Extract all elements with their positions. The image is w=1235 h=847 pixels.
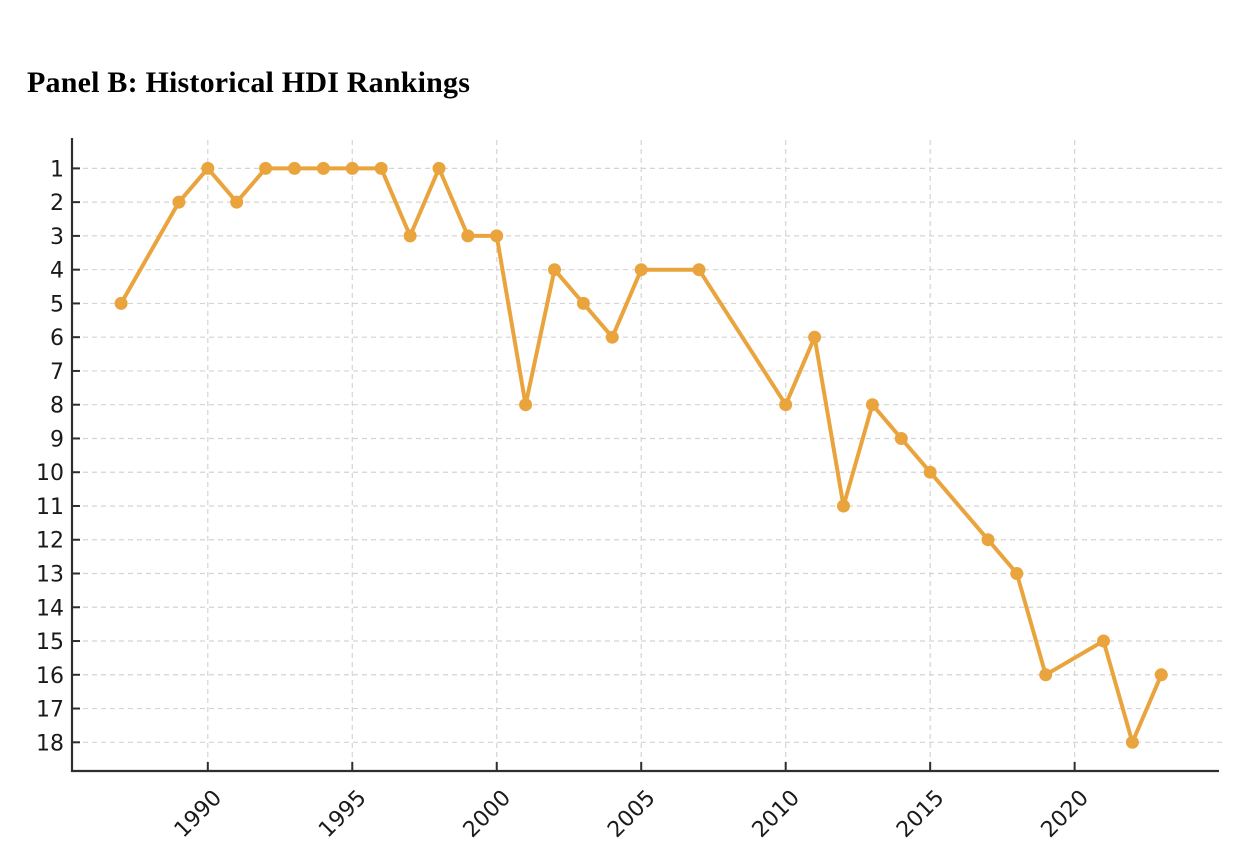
data-point-2010 [779,398,793,412]
x-tick-label: 2000 [459,786,516,843]
data-point-1997 [403,229,417,243]
y-tick-label: 13 [36,563,64,588]
data-point-2014 [894,432,908,445]
data-point-2003 [576,296,590,310]
data-point-2022 [1125,735,1139,749]
y-tick-label: 1 [50,157,64,182]
data-point-2000 [490,229,504,243]
data-point-2002 [548,263,561,277]
data-point-1987 [114,296,128,310]
y-tick-label: 8 [50,394,64,419]
data-point-2011 [808,330,822,344]
data-point-1992 [259,161,273,175]
x-tick-label: 2020 [1037,786,1094,843]
x-tick-label: 1990 [170,786,227,843]
x-tick-label: 2015 [892,786,949,843]
chart-title: Panel B: Historical HDI Rankings [27,66,471,99]
data-point-1991 [230,195,244,209]
data-point-2013 [865,398,879,412]
data-point-2018 [1010,567,1024,580]
data-point-2017 [981,533,995,547]
y-tick-label: 9 [50,427,64,452]
data-point-1996 [374,161,388,175]
x-tick-label: 2010 [748,786,805,843]
y-tick-label: 16 [36,664,64,689]
y-tick-label: 5 [50,292,64,317]
data-point-1989 [172,195,186,209]
data-point-2005 [634,263,648,277]
y-tick-label: 11 [36,495,64,520]
data-point-2019 [1039,668,1053,682]
data-point-2007 [692,263,706,277]
y-tick-label: 14 [36,596,64,621]
y-tick-label: 2 [50,191,64,216]
data-point-1999 [461,229,475,243]
y-tick-label: 12 [36,529,64,554]
y-tick-label: 7 [50,360,64,385]
y-tick-label: 15 [36,630,64,655]
data-point-2015 [923,465,937,479]
x-tick-label: 2005 [603,786,660,843]
data-point-2012 [837,499,850,513]
data-point-1994 [316,161,330,175]
data-point-1993 [288,161,301,175]
data-point-2023 [1154,668,1168,682]
data-point-2001 [519,398,533,412]
data-point-2021 [1097,634,1110,648]
y-tick-label: 3 [50,225,64,250]
y-tick-label: 6 [50,326,64,351]
y-tick-label: 10 [36,461,64,486]
data-point-2004 [605,330,619,344]
y-tick-label: 4 [50,259,64,284]
data-point-1990 [201,161,215,175]
y-tick-label: 17 [36,698,64,723]
y-tick-label: 18 [36,731,64,756]
data-point-1998 [432,161,446,175]
data-point-1995 [345,161,359,175]
x-tick-label: 1995 [314,786,371,843]
